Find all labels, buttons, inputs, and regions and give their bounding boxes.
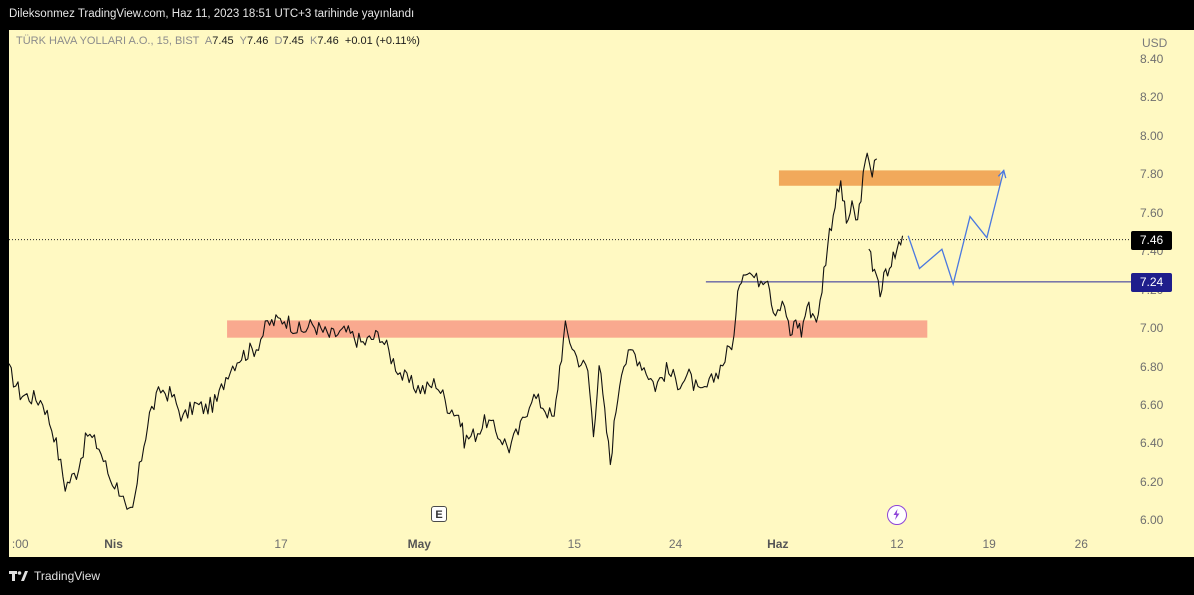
earnings-marker[interactable]: E	[431, 506, 447, 522]
symbol-name: TÜRK HAVA YOLLARI A.O., 15, BIST	[16, 35, 200, 47]
brand-name: TradingView	[34, 569, 101, 583]
x-tick-label: 19	[982, 537, 996, 551]
close-value: 7.46	[317, 35, 339, 47]
x-tick-label: 12	[890, 537, 904, 551]
publish-info: Dileksonmez TradingView.com, Haz 11, 202…	[9, 8, 415, 20]
currency-label[interactable]: USD	[1142, 36, 1168, 50]
symbol-legend: TÜRK HAVA YOLLARI A.O., 15, BIST A7.45 Y…	[16, 35, 420, 47]
open-label: A	[204, 35, 213, 47]
resistance-zone	[778, 170, 1001, 186]
tradingview-logo-icon	[9, 571, 28, 581]
level-price-badge: 7.24	[1131, 272, 1172, 292]
y-tick-label: 6.60	[1140, 398, 1164, 412]
time-axis[interactable]	[9, 530, 1194, 557]
footer-brand[interactable]: TradingView	[9, 569, 100, 583]
y-tick-label: 8.00	[1140, 128, 1164, 143]
y-tick-label: 7.60	[1140, 205, 1164, 220]
current-price-badge: 7.46	[1131, 230, 1172, 250]
y-tick-label: 7.00	[1140, 321, 1164, 336]
price-series	[9, 152, 878, 510]
change-value: +0.01 (+0.11%)	[344, 35, 420, 47]
y-tick-label: 6.00	[1140, 513, 1164, 528]
close-label: K	[310, 35, 318, 47]
open-value: 7.45	[212, 35, 234, 47]
price-chart[interactable]	[9, 30, 1133, 530]
x-tick-label: :00	[11, 537, 29, 551]
dividend-marker[interactable]	[887, 505, 907, 525]
price-series-recent	[868, 235, 904, 298]
projection-path	[907, 170, 1005, 287]
x-tick-label: 26	[1074, 537, 1088, 551]
top-bar: Dileksonmez TradingView.com, Haz 11, 202…	[0, 0, 1194, 30]
high-label: Y	[239, 35, 247, 47]
x-tick-label: May	[407, 537, 431, 551]
y-tick-label: 6.20	[1140, 474, 1164, 489]
low-value: 7.45	[282, 35, 304, 47]
lightning-icon	[893, 509, 900, 520]
x-tick-label: Haz	[767, 537, 789, 551]
low-label: D	[274, 35, 283, 47]
y-tick-label: 8.40	[1140, 51, 1164, 66]
x-tick-label: Nis	[104, 537, 123, 551]
x-tick-label: 24	[668, 537, 683, 551]
projection-arrowhead	[997, 169, 1007, 179]
high-value: 7.46	[246, 35, 269, 47]
support-zone	[227, 320, 928, 338]
y-tick-label: 8.20	[1140, 90, 1164, 105]
y-tick-label: 7.80	[1140, 167, 1164, 182]
chart-panel[interactable]	[9, 30, 1133, 530]
x-tick-label: 15	[567, 537, 582, 551]
y-tick-label: 6.40	[1140, 436, 1164, 451]
x-tick-label: 17	[274, 537, 288, 551]
y-tick-label: 6.80	[1140, 359, 1164, 374]
